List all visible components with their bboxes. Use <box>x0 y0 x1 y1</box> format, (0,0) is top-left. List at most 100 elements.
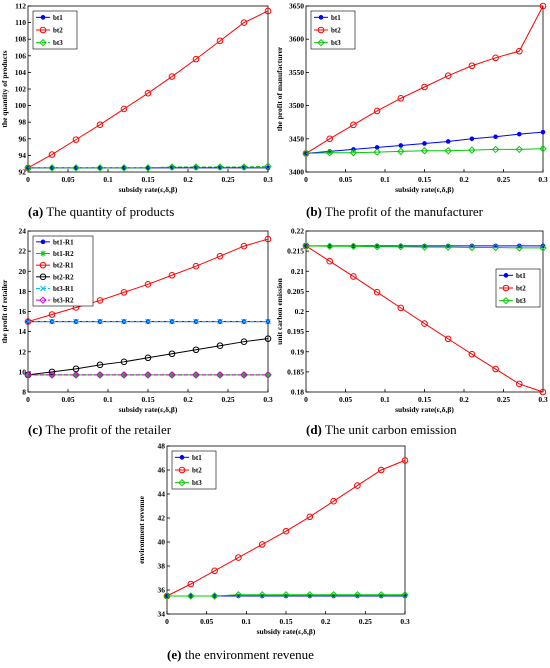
legend-label-bt2: bt2 <box>516 285 526 293</box>
data-point-bt3-R2 <box>96 371 104 379</box>
y-tick-label: 108 <box>15 35 27 44</box>
data-point-bt3 <box>397 147 405 156</box>
x-tick-label: 0.1 <box>380 175 390 184</box>
y-tick-label: 48 <box>158 442 166 451</box>
y-tick-label: 3500 <box>289 101 304 110</box>
data-point-bt2-R2 <box>216 342 224 350</box>
data-point-bt2-R2 <box>192 346 200 354</box>
x-tick-label: 0.15 <box>141 175 154 184</box>
series-bt3 <box>302 145 547 158</box>
data-point-bt2 <box>373 288 381 296</box>
legend-marker-bt2-R1 <box>39 261 47 269</box>
data-point-bt2-R1 <box>48 311 56 318</box>
chart-panel-b: 0 0.05 0.1 0.15 0.2 0.25 0.3 3400 3450 3500 3550 36… <box>275 0 550 222</box>
data-point-bt2-R2 <box>120 358 128 366</box>
data-point-bt2 <box>492 54 499 62</box>
data-point-bt3-R2 <box>72 371 80 379</box>
y-tick-label: 0.205 <box>287 287 304 296</box>
y-tick-label: 3400 <box>289 168 304 177</box>
y-axis-label: unit carbon emission <box>275 277 284 345</box>
chart-panel-e: 0 0.05 0.1 0.15 0.2 0.25 0.3 34 36 38 40 42 44 46 48 su… <box>137 440 413 668</box>
legend-label-bt1: bt1 <box>53 14 63 22</box>
data-point-bt2-R1 <box>216 252 224 260</box>
data-point-bt2 <box>72 136 80 143</box>
x-axis-label: subsidy rate(ε,δ,β) <box>119 185 178 194</box>
data-point-bt3 <box>302 149 310 158</box>
data-point-bt2 <box>539 2 547 10</box>
data-point-bt3 <box>168 163 176 171</box>
legend: bt1 bt2 bt3 <box>171 450 217 490</box>
legend: bt1 bt2 bt3 <box>32 10 78 50</box>
x-axis-label: subsidy rate(ε,δ,β) <box>395 405 454 414</box>
x-axis-label: subsidy rate(ε,δ,β) <box>257 627 316 636</box>
caption-a-text: The quantity of products <box>46 204 175 219</box>
data-point-bt3 <box>444 147 452 155</box>
data-point-bt3 <box>349 242 358 251</box>
caption-d: (d) The unit carbon emission <box>306 422 457 438</box>
data-point-bt2 <box>258 541 266 548</box>
data-point-bt3 <box>72 164 80 172</box>
legend-label-bt2: bt2 <box>331 27 341 35</box>
y-tick-label: 0.195 <box>287 327 304 336</box>
data-point-bt2 <box>516 380 523 388</box>
data-point-bt3 <box>96 164 104 172</box>
y-tick-label: 92 <box>19 168 27 177</box>
data-point-bt2-R2 <box>240 338 248 345</box>
data-point-bt2 <box>326 257 334 265</box>
data-point-bt2-R1 <box>192 262 200 270</box>
chart-panel-c: 0 0.05 0.1 0.15 0.2 0.25 0.3 8 10 12 14 16 18 20 22 24 s… <box>0 225 275 438</box>
data-point-bt3 <box>264 162 272 170</box>
data-point-bt3 <box>377 591 385 599</box>
data-point-bt3 <box>401 591 409 599</box>
x-axis-label: subsidy rate(ε,δ,β) <box>395 185 454 194</box>
x-tick-label: 0.1 <box>103 395 113 404</box>
data-point-bt3 <box>420 147 429 155</box>
y-tick-label: 112 <box>15 2 26 11</box>
legend-label-bt3: bt3 <box>53 39 63 47</box>
data-point-bt3 <box>306 591 314 599</box>
caption-b: (b) The profit of the manufacturer <box>306 204 483 220</box>
caption-b-letter: (b) <box>306 204 322 219</box>
data-point-bt2 <box>401 457 409 464</box>
series-bt2 <box>302 242 547 396</box>
legend-marker-bt3 <box>39 38 47 47</box>
legend-marker-bt1-R1 <box>40 239 46 245</box>
x-tick-label: 0.25 <box>221 395 234 404</box>
legend: bt1-R1 bt1-R2 bt2-R1 bt2-R2 bt3-R1 bt3-R2 <box>32 235 94 307</box>
data-point-bt3 <box>515 145 524 154</box>
series-line-bt2-R2 <box>27 338 269 376</box>
chart-e-svg: 0 0.05 0.1 0.15 0.2 0.25 0.3 34 36 38 40 42 44 46 48 su… <box>137 442 410 637</box>
series-bt3-R1 <box>25 318 271 325</box>
y-tick-label: 8 <box>22 388 26 397</box>
series-line-bt2 <box>305 245 544 393</box>
data-point-bt2 <box>468 350 476 358</box>
data-point-bt2 <box>330 497 337 505</box>
caption-d-letter: (d) <box>306 422 322 437</box>
chart-a-svg: 0 0.05 0.1 0.15 0.2 0.25 0.3 92 94 96 98 100 102 104 1… <box>0 2 273 195</box>
data-point-bt1 <box>540 129 546 135</box>
data-point-bt3 <box>258 591 266 599</box>
legend-label-bt3: bt3 <box>331 39 341 47</box>
y-tick-label: 36 <box>158 586 166 595</box>
data-point-bt3-R2 <box>240 371 248 379</box>
x-tick-label: 0.2 <box>183 395 193 404</box>
y-tick-label: 100 <box>15 101 27 110</box>
data-point-bt3-R2 <box>168 371 176 379</box>
data-point-bt3 <box>539 244 547 252</box>
x-tick-label: 0.05 <box>61 175 74 184</box>
legend-label-bt3: bt3 <box>192 479 202 487</box>
y-tick-label: 94 <box>19 151 27 160</box>
data-point-bt2 <box>516 47 523 55</box>
legend-marker-bt3 <box>317 38 325 47</box>
y-tick-label: 14 <box>19 327 27 336</box>
data-point-bt2 <box>377 466 385 474</box>
legend-marker-bt2 <box>178 466 186 474</box>
y-tick-label: 42 <box>158 514 166 523</box>
data-point-bt3 <box>397 242 405 251</box>
data-point-bt3-R1 <box>49 318 55 325</box>
caption-e: (e) the environment revenue <box>167 647 314 663</box>
x-tick-label: 0.15 <box>141 395 154 404</box>
legend-marker-bt3 <box>502 296 510 305</box>
legend-marker-bt3-R1 <box>40 285 46 292</box>
data-point-bt2 <box>468 62 476 70</box>
